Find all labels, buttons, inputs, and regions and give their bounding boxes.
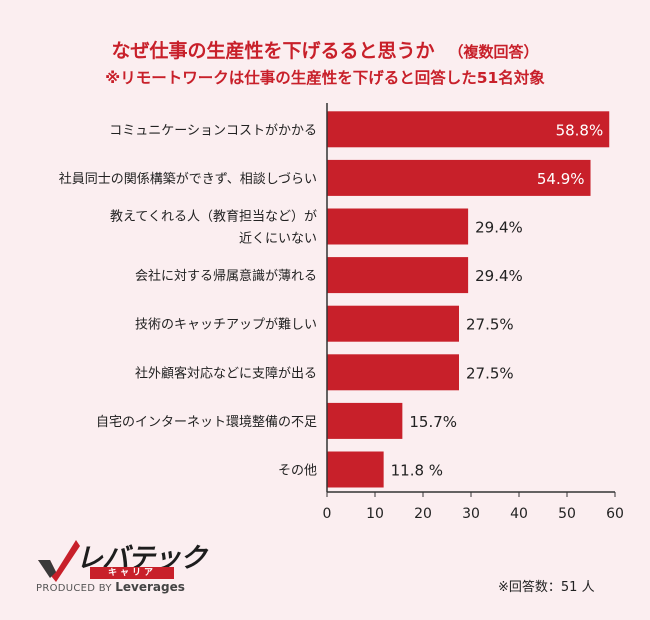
bar-value-label: 58.8%: [556, 121, 604, 139]
x-tick-label: 0: [323, 506, 332, 522]
bar: [327, 208, 469, 245]
bar: [327, 451, 384, 488]
chart-title: なぜ仕事の生産性を下げるると思うか （複数回答）: [0, 36, 650, 63]
category-label: 技術のキャッチアップが難しい: [135, 318, 317, 333]
category-label: 近くにいない: [239, 232, 317, 247]
x-tick-label: 20: [414, 506, 432, 522]
bar-value-label: 11.8 %: [391, 462, 443, 480]
chart-title-text: なぜ仕事の生産性を下げるると思うか: [111, 40, 435, 62]
x-tick-label: 10: [366, 506, 384, 522]
x-tick-label: 40: [510, 506, 528, 522]
category-label: 自宅のインターネット環境整備の不足: [96, 414, 317, 430]
category-label: 会社に対する帰属意識が薄れる: [135, 268, 317, 284]
bar: [327, 402, 403, 439]
bar-value-label: 27.5%: [466, 316, 514, 334]
bar: [327, 354, 459, 391]
category-label: 社外顧客対応などに支障が出る: [135, 365, 317, 381]
response-count-note: ※回答数：51 人: [498, 580, 595, 595]
bar-value-label: 54.9%: [537, 170, 585, 188]
logo-brand: Leverages: [115, 580, 185, 594]
levatech-logo: レバテック キャリア PRODUCED BY Leverages: [36, 534, 207, 594]
bar: [327, 257, 469, 294]
checkmark-logo-icon: [38, 540, 80, 582]
category-label: その他: [278, 464, 317, 479]
logo-produced-by: PRODUCED BY Leverages: [36, 580, 185, 594]
bar-value-label: 27.5%: [466, 364, 514, 382]
x-tick-label: 30: [462, 506, 480, 522]
category-label: 教えてくれる人（教育担当など）が: [110, 209, 317, 225]
bar-value-label: 15.7%: [409, 413, 457, 431]
logo-produced-by-label: PRODUCED BY: [36, 583, 112, 594]
x-tick-label: 50: [558, 506, 576, 522]
bar-value-label: 29.4%: [475, 219, 523, 237]
chart-subtitle: ※リモートワークは仕事の生産性を下げると回答した51名対象: [105, 69, 545, 87]
bar-value-label: 29.4%: [475, 267, 523, 285]
x-tick-label: 60: [606, 506, 624, 522]
category-label: 社員同士の関係構築ができず、相談しづらい: [59, 171, 317, 187]
logo-tag: キャリア: [90, 567, 174, 579]
bar: [327, 111, 610, 148]
bar: [327, 305, 459, 342]
bar: [327, 159, 591, 196]
chart-title-note: （複数回答）: [448, 43, 539, 61]
category-label: コミュニケーションコストがかかる: [109, 123, 317, 138]
